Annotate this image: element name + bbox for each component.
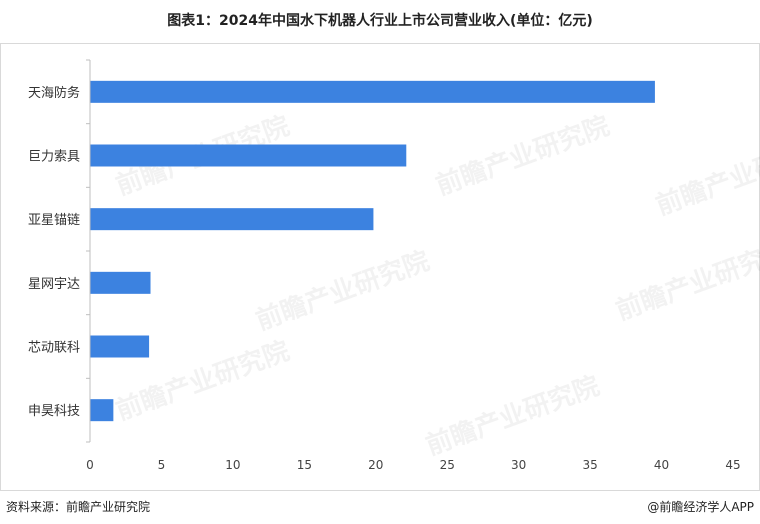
x-tick-label: 35: [582, 458, 597, 472]
watermark-text: 前瞻产业研究院: [652, 130, 760, 221]
chart-title: 图表1：2024年中国水下机器人行业上市公司营业收入(单位：亿元): [167, 13, 593, 29]
category-label: 申昊科技: [28, 404, 80, 419]
x-tick-label: 0: [86, 458, 94, 472]
x-tick-label: 30: [511, 458, 526, 472]
bar-4: [90, 271, 151, 294]
category-label: 天海防务: [28, 85, 80, 101]
category-label: 星网宇达: [28, 277, 80, 292]
bar-6: [90, 399, 114, 422]
watermark-text: 前瞻产业研究院: [612, 235, 760, 326]
watermark-text: 前瞻产业研究院: [252, 245, 434, 336]
x-tick-label: 45: [725, 458, 740, 472]
bar-2: [90, 144, 407, 167]
x-tick-label: 15: [297, 458, 312, 472]
watermark-text: 前瞻产业研究院: [432, 110, 614, 201]
category-label: 亚星锚链: [28, 213, 80, 228]
bar-3: [90, 208, 374, 231]
x-tick-label: 5: [158, 458, 166, 472]
source-note: 资料来源：前瞻产业研究院: [6, 500, 151, 514]
x-tick-label: 20: [368, 458, 383, 472]
x-tick-label: 40: [654, 458, 669, 472]
bar-5: [90, 335, 150, 358]
category-label: 巨力索具: [28, 150, 80, 165]
x-tick-label: 25: [440, 458, 455, 472]
category-label: 芯动联科: [28, 341, 80, 356]
bar-1: [90, 80, 655, 103]
credit-note: @前瞻经济学人APP: [647, 500, 754, 514]
x-tick-label: 10: [225, 458, 240, 472]
watermark-text: 前瞻产业研究院: [422, 370, 604, 461]
